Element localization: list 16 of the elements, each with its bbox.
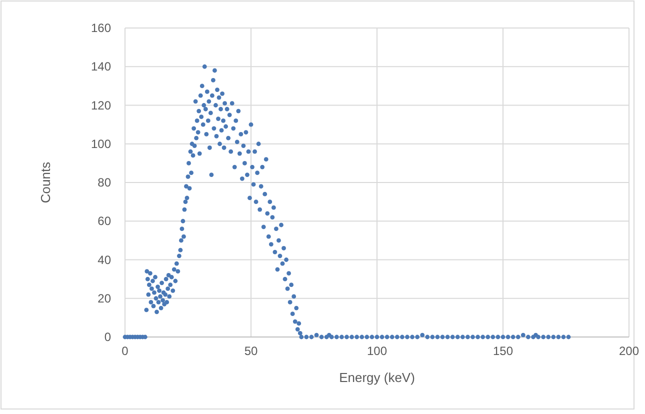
y-tick-label: 60 (98, 214, 112, 228)
y-tick-label: 0 (104, 330, 112, 344)
y-tick-label: 100 (90, 136, 112, 151)
x-tick-label: 200 (618, 344, 640, 358)
y-axis-title: Counts (38, 161, 53, 204)
x-tick-label: 100 (366, 344, 388, 358)
y-tick-label: 80 (98, 176, 112, 190)
y-tick-label: 120 (90, 98, 112, 112)
x-tick-label: 150 (492, 344, 514, 358)
y-tick-label: 20 (98, 291, 112, 306)
x-tick-label: 50 (244, 344, 258, 358)
x-axis-title: Energy (keV) (339, 370, 415, 385)
y-tick-label: 140 (90, 60, 112, 74)
x-tick-label: 0 (122, 344, 129, 358)
y-tick-label: 160 (90, 21, 112, 35)
y-tick-label: 40 (98, 252, 112, 267)
